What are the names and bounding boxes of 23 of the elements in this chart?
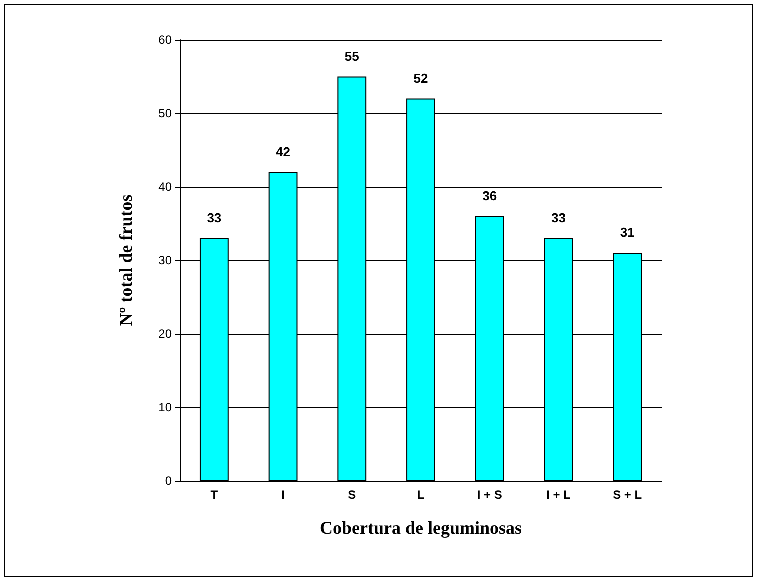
x-axis-title: Cobertura de leguminosas	[320, 518, 522, 538]
x-tick-label: S	[348, 488, 356, 502]
y-tick-label: 50	[158, 106, 172, 120]
x-tick-label: I + S	[477, 488, 502, 502]
y-tick-label: 60	[158, 33, 172, 47]
data-label: 55	[344, 48, 360, 64]
y-axis-title: Nº total de frutos	[116, 194, 136, 326]
x-tick-label: I + L	[546, 488, 571, 502]
data-label: 33	[551, 210, 566, 226]
x-tick-label: I	[282, 488, 285, 502]
y-tick-label: 10	[158, 400, 172, 414]
x-tick-label: T	[210, 488, 219, 502]
y-tick-label: 30	[158, 254, 172, 268]
x-tick-label: L	[417, 488, 425, 502]
data-label: 33	[207, 210, 222, 226]
y-tick-label: 0	[165, 474, 172, 488]
y-tick-label: 20	[158, 327, 172, 341]
data-label: 42	[276, 144, 291, 160]
data-label: 36	[482, 188, 498, 204]
data-label: 31	[620, 225, 635, 240]
data-label: 52	[414, 70, 428, 86]
y-tick-label: 40	[158, 180, 172, 194]
x-tick-label: S + L	[613, 488, 642, 502]
